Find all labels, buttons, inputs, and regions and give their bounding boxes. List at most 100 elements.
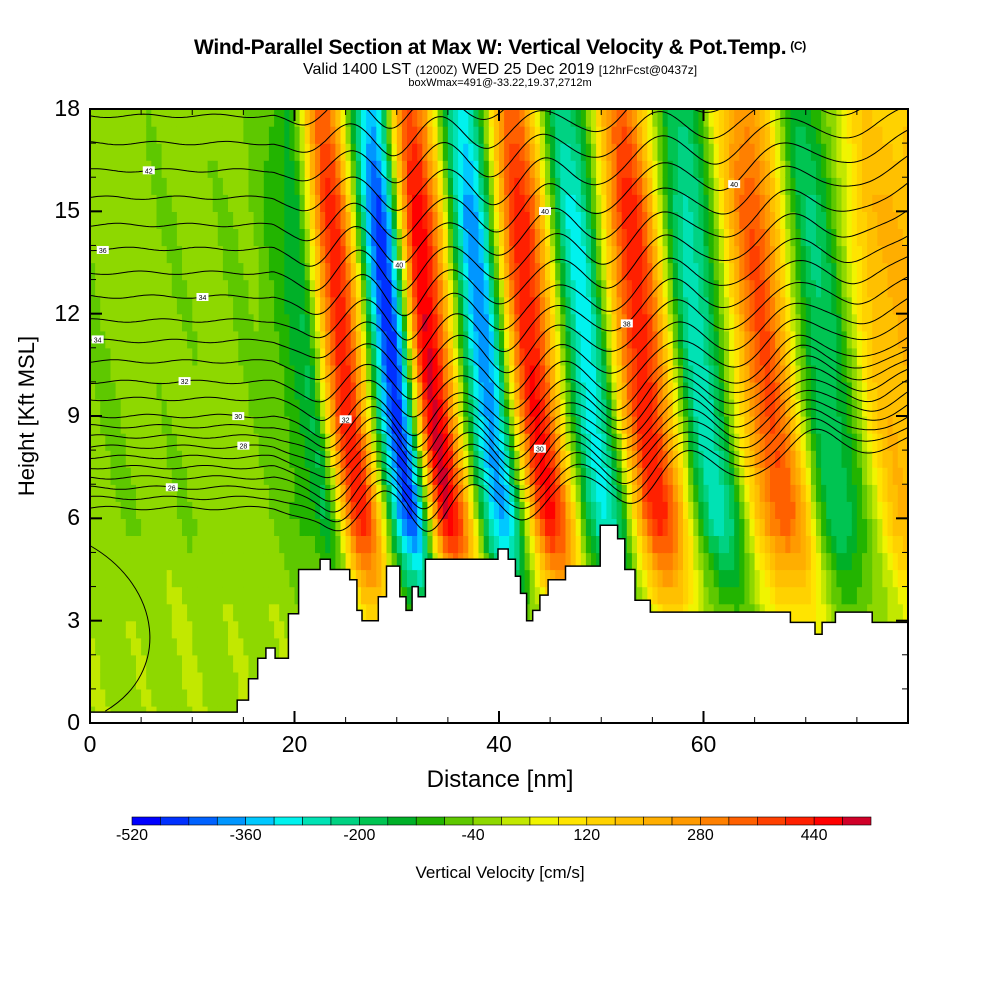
w-cell xyxy=(703,518,710,536)
w-cell xyxy=(412,262,418,281)
w-cell xyxy=(156,688,163,707)
w-cell xyxy=(642,177,648,195)
w-cell xyxy=(539,535,546,554)
w-cell xyxy=(754,245,761,264)
w-cell xyxy=(621,381,628,400)
w-cell xyxy=(192,484,198,502)
w-cell xyxy=(386,347,393,366)
w-cell xyxy=(330,416,336,434)
w-cell xyxy=(407,416,413,434)
w-cell xyxy=(105,620,111,639)
w-cell xyxy=(432,160,439,178)
w-cell xyxy=(565,330,572,349)
w-cell xyxy=(550,535,556,554)
w-cell xyxy=(795,433,802,451)
w-cell xyxy=(432,501,439,519)
w-cell xyxy=(315,313,321,332)
w-cell xyxy=(739,450,745,468)
w-cell xyxy=(284,603,290,622)
w-cell xyxy=(192,262,198,281)
w-cell xyxy=(672,126,679,144)
w-cell xyxy=(545,296,551,315)
w-cell xyxy=(703,552,710,571)
w-cell xyxy=(519,484,526,502)
w-cell xyxy=(463,279,469,298)
w-cell xyxy=(718,143,725,161)
w-cell xyxy=(130,484,137,502)
w-cell xyxy=(396,245,403,264)
w-cell xyxy=(703,501,710,519)
w-cell xyxy=(217,160,224,178)
w-cell xyxy=(330,347,336,366)
w-cell xyxy=(156,433,163,451)
w-cell xyxy=(509,143,515,161)
w-cell xyxy=(514,211,520,229)
w-cell xyxy=(197,160,204,178)
w-cell xyxy=(770,501,776,519)
w-cell xyxy=(529,484,536,502)
w-cell xyxy=(182,211,188,229)
w-cell xyxy=(708,518,715,536)
w-cell xyxy=(770,569,776,588)
w-cell xyxy=(258,177,265,195)
w-cell xyxy=(412,160,418,178)
w-cell xyxy=(207,109,214,127)
w-cell xyxy=(366,535,372,554)
w-cell xyxy=(202,620,209,639)
w-cell xyxy=(509,364,515,383)
w-cell xyxy=(100,381,106,400)
w-cell xyxy=(304,109,311,127)
w-cell xyxy=(575,194,582,212)
w-cell xyxy=(570,484,577,502)
w-cell xyxy=(708,450,715,468)
w-cell xyxy=(238,296,244,315)
w-cell xyxy=(759,450,766,468)
w-cell xyxy=(345,194,352,212)
w-cell xyxy=(212,637,219,656)
w-cell xyxy=(202,484,209,502)
w-cell xyxy=(545,467,551,485)
w-cell xyxy=(192,347,198,366)
w-cell xyxy=(647,381,653,400)
w-cell xyxy=(263,126,270,144)
w-cell xyxy=(315,109,321,127)
w-cell xyxy=(401,398,408,417)
w-cell xyxy=(642,450,648,468)
w-cell xyxy=(274,450,280,468)
w-cell xyxy=(642,194,648,212)
w-cell xyxy=(274,637,280,656)
w-cell xyxy=(386,228,393,247)
w-cell xyxy=(432,211,439,229)
w-cell xyxy=(545,228,551,247)
w-cell xyxy=(197,228,204,247)
w-cell xyxy=(534,347,541,366)
w-cell xyxy=(453,501,459,519)
w-cell xyxy=(724,279,730,298)
w-cell xyxy=(248,501,255,519)
w-cell xyxy=(187,143,193,161)
w-cell xyxy=(698,586,705,605)
w-cell xyxy=(662,518,669,536)
w-cell xyxy=(493,143,500,161)
w-cell xyxy=(458,177,464,195)
w-cell xyxy=(499,262,505,281)
w-cell xyxy=(591,211,597,229)
w-cell xyxy=(156,143,163,161)
w-cell xyxy=(468,109,474,127)
w-cell xyxy=(442,381,449,400)
w-cell xyxy=(263,603,270,622)
w-cell xyxy=(580,262,587,281)
w-cell xyxy=(100,143,106,161)
w-cell xyxy=(488,381,495,400)
w-cell xyxy=(187,160,193,178)
w-cell xyxy=(325,484,331,502)
w-cell xyxy=(274,586,280,605)
w-cell xyxy=(657,194,664,212)
w-cell xyxy=(785,552,791,571)
w-cell xyxy=(417,228,423,247)
w-cell xyxy=(309,433,316,451)
w-cell xyxy=(161,535,168,554)
w-cell xyxy=(519,160,526,178)
w-cell xyxy=(325,262,331,281)
w-cell xyxy=(253,501,260,519)
